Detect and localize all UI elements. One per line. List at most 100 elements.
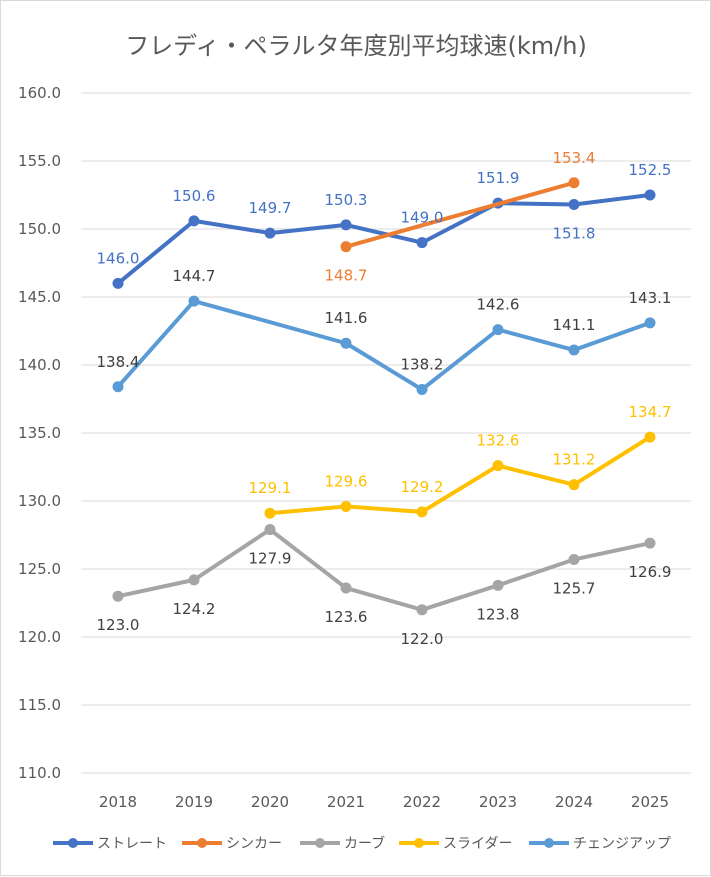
x-tick-label: 2020 (251, 793, 289, 811)
series-5 (112, 295, 656, 395)
x-tick-label: 2025 (631, 793, 669, 811)
series-3 (112, 524, 656, 616)
data-label: 129.6 (325, 472, 368, 490)
data-label: 153.4 (553, 149, 596, 167)
data-point (112, 590, 124, 602)
y-tick-label: 125.0 (18, 560, 61, 578)
y-tick-label: 160.0 (18, 84, 61, 102)
data-label: 138.2 (401, 355, 444, 373)
data-point (644, 317, 656, 329)
data-point (492, 460, 504, 472)
data-label: 148.7 (325, 267, 368, 285)
data-label: 142.6 (477, 296, 520, 314)
data-label: 141.1 (553, 316, 596, 334)
legend-label: ストレート (97, 836, 167, 852)
x-tick-label: 2024 (555, 793, 593, 811)
data-label: 141.6 (325, 309, 368, 327)
legend-label: スライダー (443, 836, 512, 852)
legend-marker (197, 838, 207, 848)
y-tick-label: 130.0 (18, 492, 61, 510)
data-label: 123.6 (325, 608, 368, 626)
legend-marker (315, 838, 325, 848)
data-point (644, 189, 656, 201)
data-point (644, 431, 656, 443)
y-tick-label: 155.0 (18, 152, 61, 170)
data-label: 151.9 (477, 169, 520, 187)
data-label: 126.9 (629, 563, 672, 581)
legend-marker (68, 838, 78, 848)
series-2 (340, 177, 580, 253)
series-line (116, 193, 652, 286)
y-tick-label: 135.0 (18, 424, 61, 442)
data-point (568, 344, 580, 356)
y-tick-label: 140.0 (18, 356, 61, 374)
y-tick-label: 115.0 (18, 696, 61, 714)
data-point (340, 582, 352, 594)
data-point (188, 574, 200, 586)
series-4 (264, 431, 656, 519)
data-labels: 146.0 150.6 149.7 150.3 149.0 151.9 151.8 152.5… (97, 149, 672, 648)
data-label: 127.9 (249, 550, 292, 568)
series-line (116, 527, 652, 612)
legend-item: シンカー (182, 836, 282, 852)
legend: ストレート シンカー カーブ スライダー チェンジアップ (53, 835, 671, 852)
data-label: 132.6 (477, 432, 520, 450)
data-point (340, 337, 352, 349)
data-point (264, 507, 276, 519)
data-label: 134.7 (629, 403, 672, 421)
data-point (568, 479, 580, 491)
data-label: 143.1 (629, 289, 672, 307)
chart-title: フレディ・ペラルタ年度別平均球速(km/h) (125, 32, 587, 60)
y-axis-ticks: 110.0 115.0 120.0 125.0 130.0 135.0 140.0 145.0… (18, 84, 61, 782)
data-point (416, 237, 428, 249)
data-point (264, 524, 276, 536)
data-label: 125.7 (553, 579, 596, 597)
data-point (568, 553, 580, 565)
data-label: 123.0 (97, 616, 140, 634)
series-lines (112, 177, 656, 616)
data-label: 138.4 (97, 353, 140, 371)
y-tick-label: 120.0 (18, 628, 61, 646)
x-tick-label: 2019 (175, 793, 213, 811)
data-label: 151.8 (553, 225, 596, 243)
data-point (340, 241, 352, 253)
data-point (188, 215, 200, 227)
data-point (416, 506, 428, 518)
series-line (344, 180, 576, 249)
data-label: 144.7 (173, 267, 216, 285)
legend-item: スライダー (399, 836, 512, 852)
legend-label: カーブ (344, 835, 385, 852)
legend-label: シンカー (226, 836, 282, 852)
legend-item: チェンジアップ (529, 836, 671, 852)
data-label: 152.5 (629, 161, 672, 179)
series-line (268, 435, 652, 516)
data-point (112, 381, 124, 393)
data-point (264, 227, 276, 239)
data-label: 129.2 (401, 478, 444, 496)
y-tick-label: 145.0 (18, 288, 61, 306)
legend-label: チェンジアップ (573, 836, 671, 852)
x-tick-label: 2023 (479, 793, 517, 811)
x-tick-label: 2018 (99, 793, 137, 811)
legend-item: ストレート (53, 836, 167, 852)
data-label: 124.2 (173, 600, 216, 618)
data-label: 146.0 (97, 249, 140, 267)
x-axis-ticks: 2018 2019 2020 2021 2022 2023 2024 2025 (99, 793, 669, 811)
data-point (416, 383, 428, 395)
data-label: 149.0 (401, 209, 444, 227)
legend-item: カーブ (300, 835, 385, 852)
legend-marker (544, 838, 554, 848)
x-tick-label: 2022 (403, 793, 441, 811)
series-1 (112, 189, 656, 289)
data-point (568, 177, 580, 189)
y-tick-label: 110.0 (18, 764, 61, 782)
data-label: 150.6 (173, 187, 216, 205)
data-label: 122.0 (401, 630, 444, 648)
y-tick-label: 150.0 (18, 220, 61, 238)
series-line (116, 299, 652, 392)
x-tick-label: 2021 (327, 793, 365, 811)
data-point (112, 277, 124, 289)
data-label: 131.2 (553, 451, 596, 469)
